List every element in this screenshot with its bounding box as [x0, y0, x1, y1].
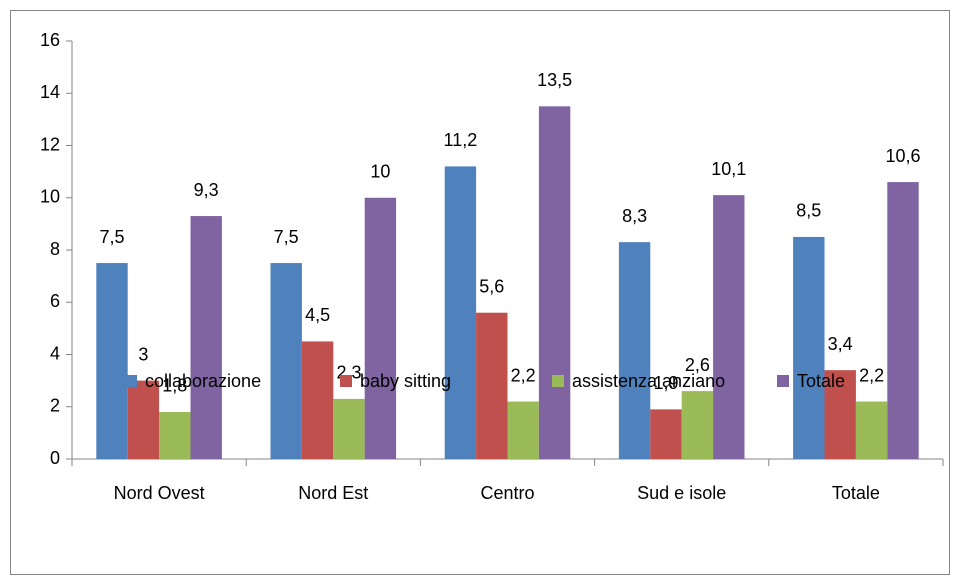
legend-label: assistenza anziano	[572, 371, 725, 391]
x-tick-label: Totale	[832, 483, 880, 503]
y-tick-label: 10	[40, 187, 60, 207]
y-tick-label: 8	[50, 239, 60, 259]
bar	[618, 242, 651, 459]
bar	[855, 401, 888, 459]
y-tick-label: 6	[50, 291, 60, 311]
bar	[333, 398, 365, 459]
data-label: 11,2	[444, 130, 478, 150]
x-tick-label: Sud e isole	[637, 483, 726, 503]
bar	[824, 370, 856, 459]
x-tick-label: Centro	[480, 483, 534, 503]
bar	[96, 263, 128, 459]
bar	[507, 401, 539, 459]
bar	[681, 391, 714, 459]
bar	[364, 197, 397, 459]
data-label: 4,5	[305, 305, 330, 325]
data-label: 13,5	[537, 70, 572, 90]
x-tick-label: Nord Est	[298, 483, 368, 503]
legend-swatch	[552, 375, 564, 387]
data-label: 2,2	[859, 365, 884, 385]
legend-swatch	[777, 375, 789, 387]
legend-label: collaborazione	[145, 371, 261, 391]
y-tick-label: 0	[50, 448, 60, 468]
bar	[476, 312, 508, 459]
bar	[444, 166, 477, 459]
chart-border	[10, 10, 950, 575]
bar	[713, 195, 745, 459]
data-label: 5,6	[479, 276, 504, 296]
data-label: 10,6	[885, 146, 920, 166]
data-label: 7,5	[99, 227, 124, 247]
bar	[301, 341, 334, 459]
data-label: 10,1	[711, 159, 746, 179]
bar	[538, 106, 571, 459]
legend-swatch	[125, 375, 137, 387]
bar	[650, 409, 682, 459]
data-label: 3,4	[828, 334, 853, 354]
data-label: 3	[138, 344, 148, 364]
x-tick-label: Nord Ovest	[114, 483, 205, 503]
y-tick-label: 16	[40, 30, 60, 50]
bar	[190, 216, 222, 459]
data-label: 7,5	[274, 227, 299, 247]
data-label: 9,3	[194, 180, 219, 200]
legend-label: baby sitting	[360, 371, 451, 391]
data-label: 2,6	[685, 355, 710, 375]
data-label: 2,2	[511, 365, 536, 385]
bar	[127, 380, 160, 459]
y-tick-label: 2	[50, 396, 60, 416]
y-tick-label: 12	[40, 134, 60, 154]
legend-label: Totale	[797, 371, 845, 391]
data-label: 1,8	[162, 376, 187, 396]
bar	[159, 411, 191, 459]
data-label: 10	[370, 162, 390, 182]
y-tick-label: 4	[50, 343, 60, 363]
data-label: 8,5	[796, 201, 821, 221]
data-label: 1,9	[653, 373, 678, 393]
legend-swatch	[340, 375, 352, 387]
y-tick-label: 14	[40, 82, 60, 102]
bar	[887, 182, 919, 459]
bar	[270, 263, 302, 459]
data-label: 8,3	[622, 206, 647, 226]
bar	[793, 236, 825, 459]
